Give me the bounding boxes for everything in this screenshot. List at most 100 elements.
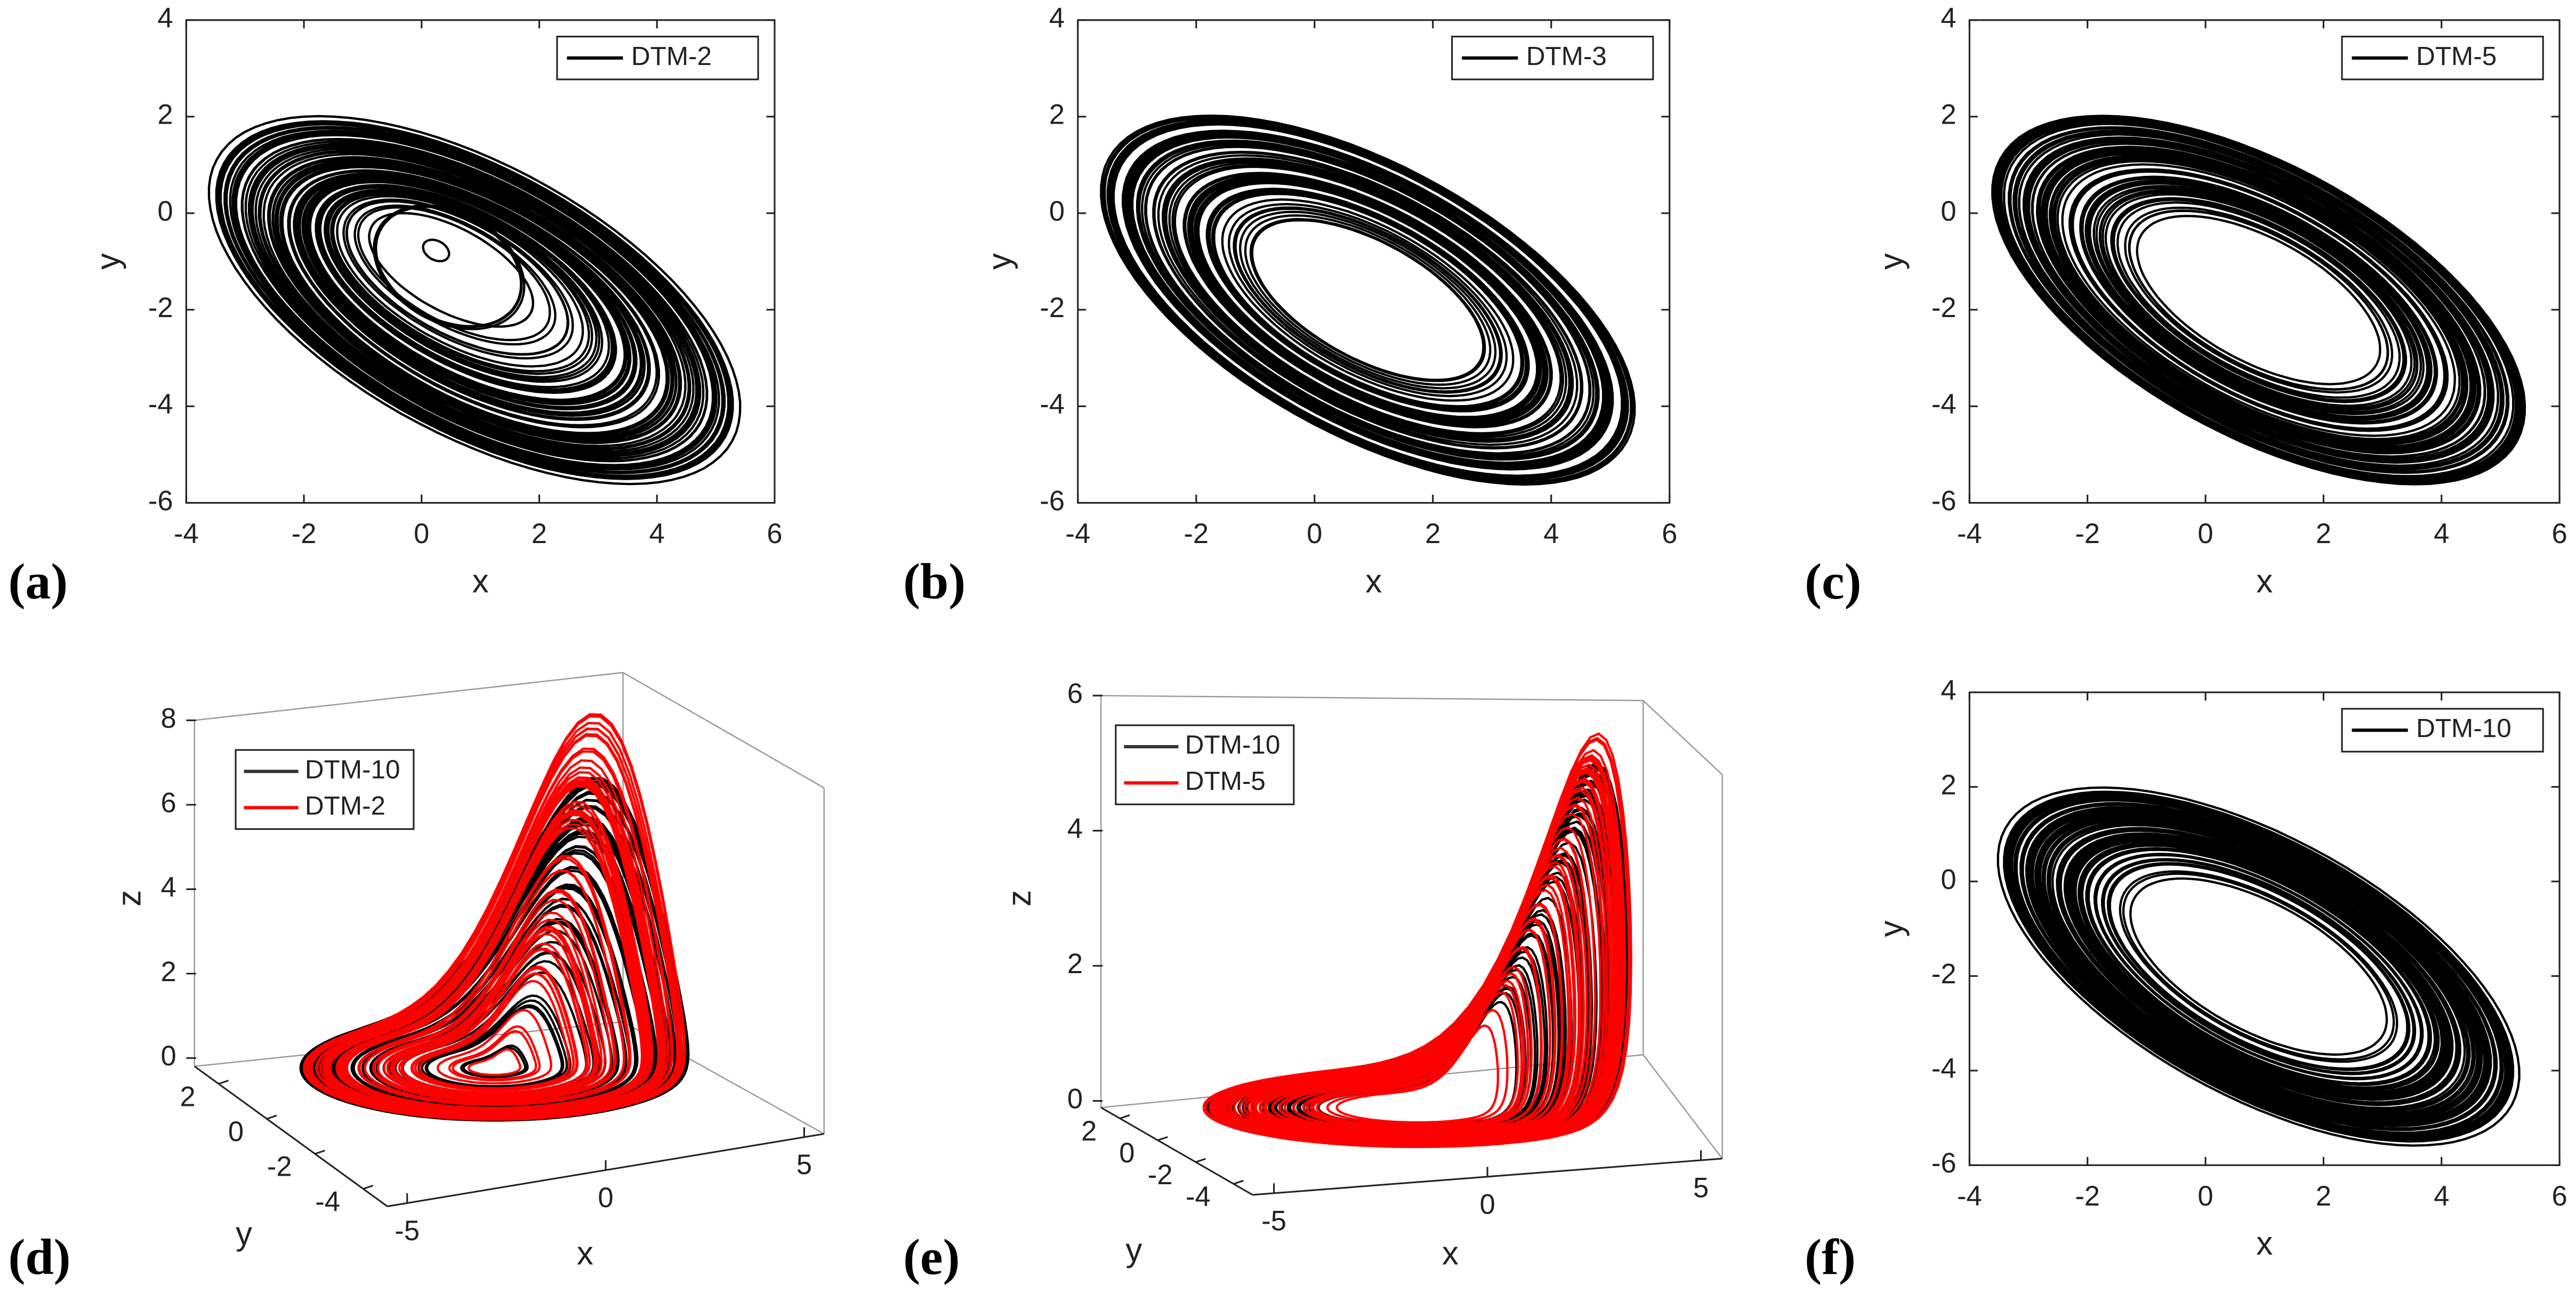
- x-tick-label: -5: [1261, 1205, 1286, 1236]
- x-tick-label: 0: [1479, 1188, 1495, 1220]
- x-tick-label: -4: [1065, 518, 1090, 549]
- legend-label: DTM-10: [2416, 714, 2511, 743]
- x-tick-label: 2: [1425, 518, 1440, 549]
- axes-box: [622, 672, 825, 789]
- y-tick-label: -6: [1931, 485, 1957, 516]
- y-tick-label: 0: [1941, 196, 1956, 227]
- y-tick-label: 2: [1941, 99, 1956, 131]
- y-tick-label: 2: [180, 1081, 195, 1112]
- legend-label: DTM-3: [1526, 42, 1607, 71]
- x-tick-label: 6: [2551, 1180, 2567, 1212]
- trajectory: [207, 115, 742, 486]
- x-tick-label: 2: [2316, 1180, 2331, 1212]
- z-tick-label: 6: [161, 787, 176, 819]
- y-tick-label: 0: [157, 196, 173, 227]
- panel-label: (e): [903, 1229, 960, 1285]
- z-axis-label: z: [1001, 890, 1038, 907]
- axes-box: [194, 672, 623, 721]
- x-tick-label: 6: [767, 518, 782, 549]
- x-tick-label: 6: [1662, 518, 1677, 549]
- y-tick-label: 4: [1941, 3, 1956, 34]
- z-tick-label: 4: [161, 871, 176, 903]
- y-tick-label: 0: [1941, 864, 1956, 895]
- panel-label: (c): [1805, 553, 1861, 610]
- legend-label: DTM-5: [2416, 42, 2497, 71]
- y-tick-label: -4: [148, 389, 173, 420]
- y-axis-line: [1100, 1106, 1253, 1196]
- panel-label: (a): [8, 553, 68, 610]
- legend-box: [1115, 724, 1295, 805]
- y-tick-label: 2: [1941, 769, 1956, 800]
- y-tick-label: -2: [148, 292, 173, 324]
- x-tick-label: 4: [1543, 518, 1559, 549]
- y-tick-label: 2: [157, 99, 173, 131]
- z-tick-label: 2: [1067, 948, 1083, 980]
- x-tick-label: -2: [2075, 1180, 2100, 1212]
- y-tick-label: 0: [228, 1116, 244, 1147]
- y-tick-label: 0: [1049, 196, 1065, 227]
- x-tick-label: -4: [1957, 1180, 1982, 1212]
- x-tick-label: -2: [292, 518, 317, 549]
- trajectory: [1100, 114, 1636, 486]
- y-axis-label: y: [981, 253, 1018, 270]
- axes-box: [1101, 694, 1644, 701]
- y-tick-label: -2: [1040, 292, 1065, 324]
- y-axis-line: [194, 1065, 388, 1207]
- x-tick-label: 2: [532, 518, 547, 549]
- y-tick-label: -6: [1931, 1147, 1957, 1179]
- y-tick-label: 4: [1049, 3, 1065, 34]
- panel-label: (b): [903, 553, 965, 610]
- trajectory: [302, 713, 686, 1121]
- y-tick-label: -2: [1148, 1159, 1173, 1191]
- x-tick-label: -4: [174, 518, 199, 549]
- x-tick-label: -2: [2075, 518, 2100, 549]
- axes-box: [1643, 700, 1723, 775]
- x-axis-label: x: [472, 563, 489, 600]
- x-tick-label: 5: [796, 1149, 812, 1180]
- y-tick: [1195, 1158, 1206, 1163]
- y-axis-label: y: [90, 253, 126, 270]
- x-tick-label: 4: [649, 518, 665, 549]
- y-tick-label: -6: [148, 485, 173, 516]
- axes-frame: [1968, 691, 2561, 1166]
- x-tick-label: 5: [1693, 1172, 1709, 1204]
- x-tick-label: 0: [2197, 1180, 2213, 1212]
- x-tick-label: 4: [2434, 1180, 2449, 1212]
- x-axis-label: x: [2256, 1225, 2273, 1262]
- y-tick-label: -2: [1931, 292, 1957, 324]
- z-tick-label: 4: [1067, 813, 1083, 845]
- x-axis-label: x: [577, 1235, 593, 1272]
- legend-label: DTM-2: [631, 42, 712, 71]
- y-tick: [266, 1114, 277, 1120]
- x-tick-label: -5: [395, 1215, 420, 1247]
- legend-label: DTM-2: [305, 791, 385, 820]
- panel-label: (f): [1805, 1229, 1856, 1285]
- y-tick-label: -4: [1186, 1181, 1211, 1212]
- y-tick: [218, 1079, 229, 1085]
- y-tick-label: -4: [1040, 389, 1065, 420]
- axes-frame: [185, 19, 776, 504]
- x-axis-label: x: [1365, 563, 1382, 600]
- x-tick-label: -4: [1957, 518, 1982, 549]
- x-axis-label: x: [1442, 1235, 1459, 1272]
- x-tick-label: 2: [2316, 518, 2331, 549]
- y-tick-label: 4: [157, 3, 173, 34]
- y-axis-label: y: [1125, 1232, 1142, 1268]
- y-tick: [1157, 1136, 1168, 1141]
- trajectory: [1991, 115, 2526, 486]
- x-tick-label: 0: [414, 518, 429, 549]
- axes-box: [622, 1021, 825, 1135]
- axes-box: [1643, 1054, 1723, 1159]
- x-tick-label: 6: [2551, 518, 2567, 549]
- y-tick: [363, 1185, 374, 1190]
- y-tick-label: 0: [1119, 1137, 1134, 1169]
- x-tick-label: 0: [1307, 518, 1322, 549]
- x-tick-label: 0: [2197, 518, 2213, 549]
- y-tick: [1120, 1114, 1130, 1120]
- legend-label: DTM-10: [305, 755, 400, 784]
- panel-label: (d): [8, 1229, 70, 1285]
- x-tick-label: -2: [1184, 518, 1209, 549]
- y-tick-label: -6: [1040, 485, 1065, 516]
- x-tick-label: 4: [2434, 518, 2449, 549]
- trajectory: [1997, 786, 2521, 1147]
